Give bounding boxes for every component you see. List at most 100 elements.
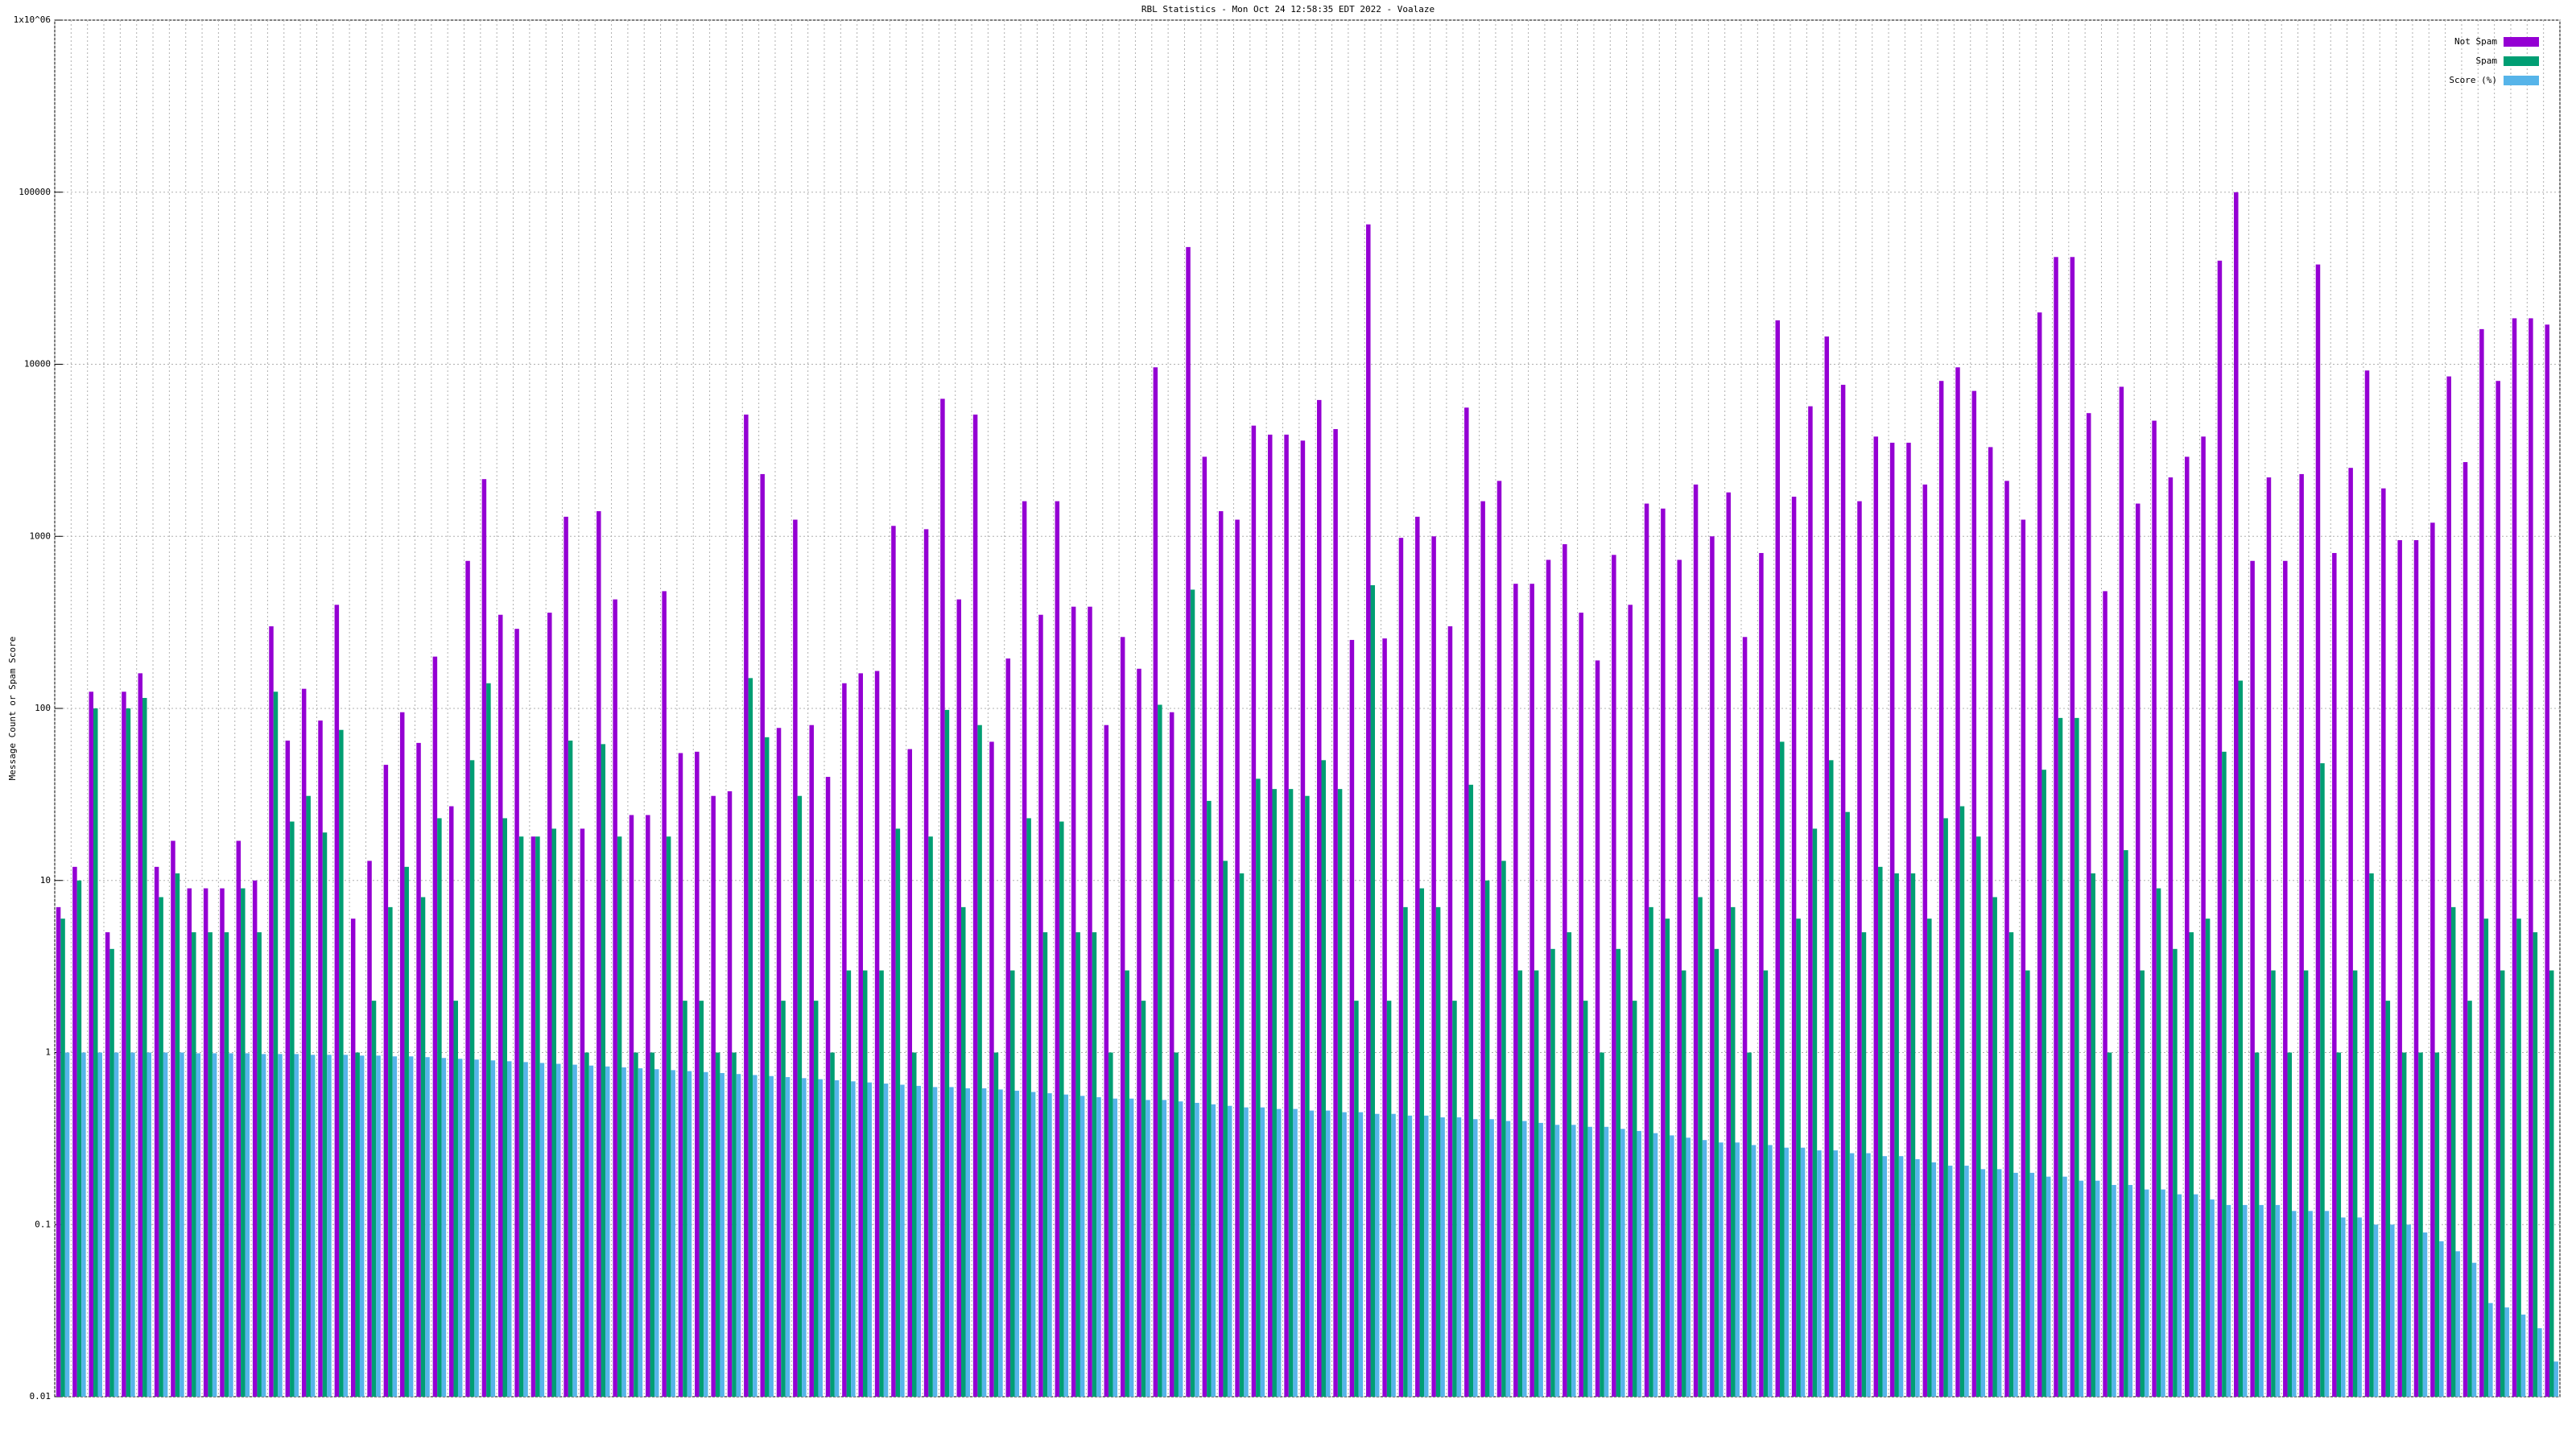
bar bbox=[474, 1059, 479, 1397]
y-tick-label: 1 bbox=[45, 1047, 51, 1058]
y-tick-label: 100 bbox=[35, 703, 51, 713]
bar bbox=[2201, 436, 2206, 1397]
bar bbox=[2385, 1001, 2391, 1397]
bar bbox=[998, 1089, 1003, 1397]
bar bbox=[229, 1053, 233, 1397]
bar bbox=[1366, 224, 1371, 1397]
bar bbox=[1293, 1108, 1298, 1397]
bar bbox=[530, 836, 536, 1397]
bar bbox=[2070, 257, 2075, 1397]
bar bbox=[502, 818, 507, 1397]
bar bbox=[261, 1054, 266, 1397]
bar bbox=[2299, 473, 2304, 1397]
bar bbox=[1075, 932, 1080, 1397]
bar bbox=[1342, 1112, 1347, 1397]
bar bbox=[310, 1055, 316, 1397]
bar bbox=[1038, 614, 1043, 1397]
bar bbox=[1927, 919, 1932, 1397]
bar bbox=[1698, 897, 1703, 1397]
bar bbox=[2222, 751, 2227, 1397]
bar bbox=[2185, 456, 2190, 1397]
bar bbox=[1403, 906, 1408, 1397]
bar bbox=[93, 708, 98, 1397]
bar bbox=[81, 1052, 86, 1397]
bar bbox=[432, 656, 438, 1397]
bar bbox=[2483, 919, 2489, 1397]
bar bbox=[2537, 1327, 2542, 1397]
bar bbox=[568, 740, 573, 1397]
bar bbox=[2140, 970, 2145, 1397]
bar bbox=[294, 1054, 299, 1397]
bar bbox=[72, 866, 77, 1397]
bar bbox=[613, 599, 617, 1397]
bar bbox=[1354, 1001, 1359, 1397]
bar bbox=[1955, 367, 1960, 1397]
bar bbox=[220, 888, 225, 1397]
bar bbox=[1686, 1137, 1690, 1397]
bar bbox=[1464, 407, 1469, 1397]
bar bbox=[1325, 1110, 1331, 1397]
bar bbox=[1059, 821, 1064, 1397]
bar bbox=[1337, 789, 1343, 1397]
bar bbox=[1681, 970, 1686, 1397]
bar bbox=[2266, 477, 2272, 1397]
bar bbox=[956, 599, 962, 1397]
bar bbox=[2250, 560, 2255, 1397]
bar bbox=[376, 1055, 381, 1397]
bar bbox=[961, 906, 966, 1397]
bar bbox=[343, 1055, 349, 1397]
bar bbox=[469, 760, 475, 1397]
bar bbox=[916, 1085, 921, 1397]
bar bbox=[2013, 1172, 2018, 1397]
bar bbox=[2008, 932, 2014, 1397]
bar bbox=[601, 744, 606, 1397]
bar bbox=[2553, 1361, 2558, 1397]
bar bbox=[2500, 970, 2505, 1397]
bar bbox=[1833, 1150, 1839, 1397]
bar bbox=[1567, 932, 1572, 1397]
bar bbox=[1980, 1169, 1986, 1397]
bar bbox=[1092, 932, 1097, 1397]
bar bbox=[2471, 1262, 2477, 1397]
bar bbox=[1186, 246, 1191, 1397]
bar bbox=[977, 724, 982, 1397]
bar bbox=[617, 836, 622, 1397]
bar bbox=[1563, 544, 1567, 1397]
bar bbox=[867, 1082, 872, 1397]
bar bbox=[2496, 381, 2500, 1397]
bar bbox=[327, 1055, 332, 1397]
bar bbox=[1431, 536, 1436, 1397]
bar bbox=[2303, 970, 2309, 1397]
bar bbox=[580, 828, 585, 1397]
bar bbox=[900, 1084, 905, 1397]
bar bbox=[720, 1072, 724, 1397]
bar bbox=[1190, 589, 1195, 1397]
bar bbox=[858, 673, 863, 1397]
bar bbox=[2308, 1211, 2313, 1397]
bar bbox=[2450, 906, 2456, 1397]
bar bbox=[1272, 789, 1277, 1397]
bar bbox=[862, 970, 868, 1397]
bar bbox=[1300, 440, 1306, 1397]
bar bbox=[2119, 386, 2124, 1397]
bar bbox=[972, 415, 978, 1397]
bar bbox=[1169, 712, 1174, 1397]
bar bbox=[2168, 477, 2174, 1397]
bar bbox=[1637, 1130, 1641, 1397]
bar bbox=[1775, 320, 1781, 1397]
bar bbox=[2193, 1194, 2198, 1397]
bar bbox=[1849, 1153, 1855, 1397]
bar bbox=[2107, 1052, 2112, 1397]
bar bbox=[1964, 1166, 1969, 1397]
bar bbox=[1800, 1147, 1806, 1397]
bar bbox=[1358, 1112, 1364, 1397]
bar bbox=[818, 1079, 823, 1397]
bar bbox=[634, 1052, 638, 1397]
bar bbox=[1644, 503, 1649, 1397]
bar bbox=[1554, 1125, 1560, 1397]
bar bbox=[457, 1059, 463, 1397]
bar bbox=[2357, 1217, 2362, 1397]
bar bbox=[1496, 481, 1502, 1397]
bar bbox=[1104, 724, 1109, 1397]
bar bbox=[1742, 637, 1748, 1397]
